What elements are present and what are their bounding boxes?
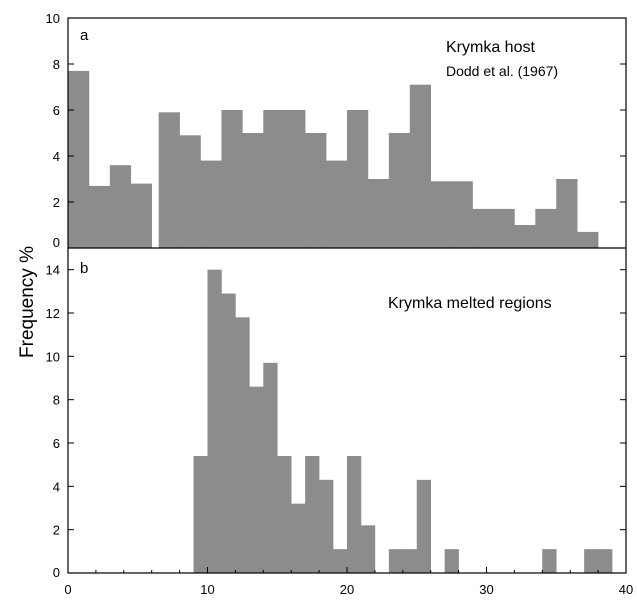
panel-b-bar bbox=[263, 362, 278, 573]
panel-a-bar bbox=[326, 160, 348, 248]
panel-a-bar bbox=[179, 135, 201, 248]
panel-a-bar bbox=[242, 133, 264, 248]
panel-a-bar bbox=[577, 231, 599, 248]
panel-b-bar bbox=[542, 549, 557, 573]
panel-a-bar bbox=[493, 208, 515, 248]
x-tick-label: 20 bbox=[340, 582, 354, 597]
panel-b-y-ticks: 0 2 4 6 8 10 12 14 bbox=[46, 263, 626, 580]
x-tick-label: 40 bbox=[619, 582, 633, 597]
panel-b-bar bbox=[416, 479, 431, 573]
panel-b-bar bbox=[388, 549, 404, 573]
y-tick-label: 6 bbox=[53, 436, 60, 451]
panel-b-letter: b bbox=[80, 260, 88, 277]
panel-a-bar bbox=[158, 112, 180, 248]
panel-a-bar bbox=[514, 225, 536, 248]
panel-a-bar bbox=[472, 208, 494, 248]
panel-b-bar bbox=[277, 456, 292, 573]
panel-a-bar bbox=[367, 179, 390, 248]
x-tick-label: 30 bbox=[479, 582, 493, 597]
panel-a-bars bbox=[68, 70, 599, 249]
y-tick-label: 10 bbox=[46, 11, 60, 26]
y-tick-label: 4 bbox=[53, 479, 60, 494]
y-tick-label: 6 bbox=[53, 103, 60, 118]
panel-a-annotation-source: Dodd et al. (1967) bbox=[446, 63, 558, 79]
panel-a-bar bbox=[556, 179, 578, 248]
y-tick-label: 0 bbox=[53, 565, 60, 580]
panel-a-bar bbox=[305, 133, 327, 248]
panel-a-bar bbox=[347, 110, 369, 248]
panel-b-bar bbox=[305, 456, 320, 573]
y-tick-label: 4 bbox=[53, 149, 60, 164]
panel-a-bar bbox=[88, 185, 111, 248]
panel-a-bar bbox=[68, 70, 90, 249]
y-tick-label: 14 bbox=[46, 263, 60, 278]
y-tick-label: 10 bbox=[46, 349, 60, 364]
panel-b: 0 2 4 6 8 10 12 14 0 10 20 30 40 b Krymka melted re… bbox=[46, 260, 634, 597]
y-tick-label: 8 bbox=[53, 57, 60, 72]
panel-b-annotation-title: Krymka melted regions bbox=[388, 295, 552, 312]
panel-b-bar bbox=[221, 293, 236, 573]
panel-b-bar bbox=[207, 269, 222, 573]
panel-a-bar bbox=[409, 84, 431, 248]
panel-b-bar bbox=[333, 549, 348, 573]
panel-a-bar bbox=[535, 208, 557, 248]
panel-b-bar bbox=[360, 525, 376, 573]
y-tick-label: 2 bbox=[53, 195, 60, 210]
plot-border bbox=[67, 17, 627, 574]
panel-a-bar bbox=[130, 183, 152, 248]
panel-a-bar bbox=[284, 110, 306, 248]
panel-b-bars bbox=[193, 269, 613, 573]
panel-b-bar bbox=[319, 479, 334, 573]
axes-frame bbox=[67, 17, 627, 574]
y-tick-label: 12 bbox=[46, 306, 60, 321]
panel-a-bar bbox=[200, 160, 222, 248]
y-axis-label: Frequency % bbox=[17, 246, 38, 358]
panel-b-bar bbox=[402, 549, 418, 573]
y-tick-label: 2 bbox=[53, 523, 60, 538]
panel-b-bar bbox=[584, 549, 599, 573]
panel-a-bar bbox=[263, 110, 285, 248]
panel-a-bar bbox=[221, 110, 243, 248]
x-tick-label: 0 bbox=[64, 582, 71, 597]
panel-b-bar bbox=[291, 503, 306, 573]
panel-a: 0 2 4 6 8 10 a Krymka host Dodd et al. (1967) bbox=[46, 11, 626, 250]
panel-b-bar bbox=[598, 549, 613, 573]
x-tick-label: 10 bbox=[200, 582, 214, 597]
panel-a-bar bbox=[430, 181, 452, 248]
panel-b-bar bbox=[347, 456, 362, 573]
panel-a-bar bbox=[451, 181, 473, 248]
y-tick-label: 0 bbox=[53, 235, 60, 250]
panel-a-bar bbox=[109, 165, 132, 248]
panel-b-bar bbox=[444, 549, 459, 573]
panel-b-bar bbox=[193, 456, 208, 573]
panel-b-bar bbox=[249, 386, 264, 573]
panel-a-annotation-title: Krymka host bbox=[446, 39, 535, 56]
y-tick-label: 8 bbox=[53, 393, 60, 408]
panel-a-bar bbox=[388, 133, 411, 248]
panel-b-bar bbox=[235, 317, 250, 573]
panel-a-letter: a bbox=[80, 27, 89, 44]
